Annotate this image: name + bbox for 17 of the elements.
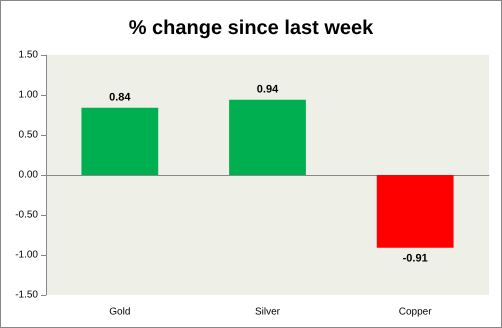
y-tick-label: -1.50 (15, 290, 38, 300)
x-tick-label: Silver (254, 306, 281, 318)
bar (376, 175, 454, 248)
data-label: -0.91 (402, 252, 428, 264)
y-tick-label: 0.50 (18, 130, 38, 140)
chart-title: % change since last week (128, 17, 374, 39)
y-tick-label: 1.00 (18, 90, 38, 100)
y-tick-label: -1.00 (15, 250, 38, 260)
x-tick-label: Gold (109, 306, 130, 318)
bar (81, 108, 158, 175)
y-tick-label: 1.50 (18, 50, 38, 60)
x-tick-label: Copper (398, 306, 432, 318)
y-tick-label: -0.50 (15, 210, 38, 220)
bar (229, 100, 306, 175)
data-label: 0.84 (109, 91, 132, 104)
data-label: 0.94 (256, 83, 280, 96)
y-tick-label: 0.00 (18, 170, 38, 180)
